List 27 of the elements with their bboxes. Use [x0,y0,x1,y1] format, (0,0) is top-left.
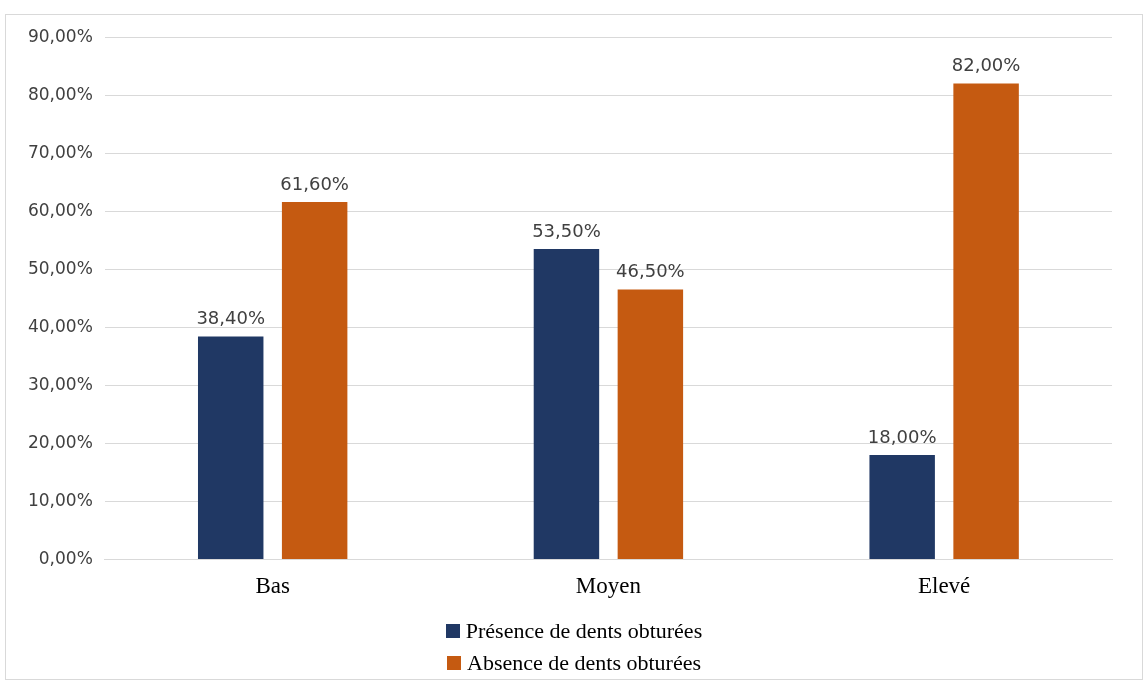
y-tick-label: 80,00% [27,83,93,104]
y-tick-label: 50,00% [27,257,93,278]
y-tick-label: 60,00% [27,199,93,220]
x-tick-label: Moyen [575,573,642,599]
bar [869,454,935,559]
data-label: 61,60% [280,172,349,194]
bar [617,289,684,559]
y-tick-label: 40,00% [27,315,93,336]
data-label: 38,40% [196,307,266,329]
legend-label: Absence de dents obturées [467,650,701,676]
bar [533,248,600,559]
y-tick-label: 90,00% [27,25,93,46]
bar [281,201,348,559]
legend-label: Présence de dents obturées [465,618,703,644]
data-label: 53,50% [532,219,601,241]
data-label: 18,00% [867,425,937,447]
bar [197,336,264,559]
data-label: 46,50% [616,260,685,282]
y-tick-label: 10,00% [27,489,93,510]
y-tick-label: 20,00% [27,431,93,452]
y-tick-label: 0,00% [38,547,93,568]
y-tick-label: 70,00% [27,141,93,162]
y-tick-label: 30,00% [27,373,93,394]
x-tick-label: Elevé [917,573,971,599]
bar [953,83,1019,559]
data-label: 82,00% [951,54,1021,76]
x-tick-label: Bas [255,573,290,599]
